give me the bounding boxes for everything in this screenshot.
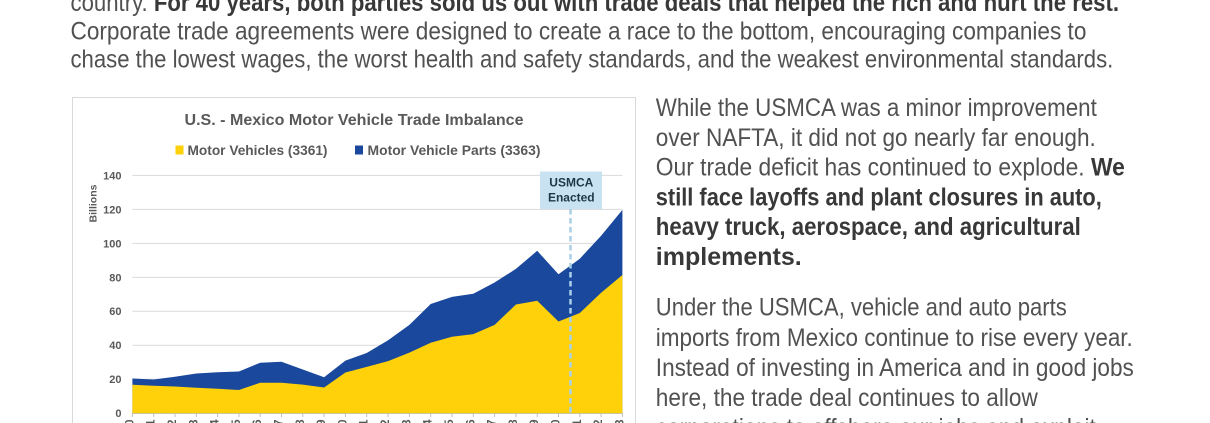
svg-text:140: 140: [103, 170, 121, 182]
svg-text:country. For 40 years, both pa: country. For 40 years, both parties sold…: [71, 0, 1120, 17]
svg-text:over NAFTA, it did not go near: over NAFTA, it did not go nearly far eno…: [656, 124, 1096, 152]
svg-text:100: 100: [103, 238, 121, 250]
svg-text:U.S. - Mexico Motor Vehicle Tr: U.S. - Mexico Motor Vehicle Trade Imbala…: [185, 112, 524, 129]
svg-text:2020: 2020: [551, 420, 563, 423]
svg-text:80: 80: [109, 272, 121, 284]
svg-text:2000: 2000: [124, 420, 136, 423]
svg-text:Billions: Billions: [89, 184, 100, 222]
svg-text:2012: 2012: [380, 420, 392, 423]
svg-text:Motor Vehicles (3361): Motor Vehicles (3361): [188, 143, 328, 158]
svg-text:corporations to offshore our j: corporations to offshore our jobs and ex…: [656, 414, 1096, 423]
svg-text:Corporate trade agreements wer: Corporate trade agreements were designed…: [71, 17, 1087, 45]
svg-text:2016: 2016: [465, 420, 477, 423]
svg-text:2001: 2001: [146, 419, 158, 423]
svg-text:2013: 2013: [401, 420, 413, 423]
svg-text:2017: 2017: [487, 420, 499, 423]
svg-text:Enacted: Enacted: [548, 190, 595, 204]
svg-text:imports from Mexico continue t: imports from Mexico continue to rise eve…: [656, 324, 1133, 352]
svg-text:2019: 2019: [529, 420, 541, 423]
svg-text:2023: 2023: [614, 420, 626, 423]
svg-text:0: 0: [115, 408, 121, 420]
svg-text:Under the USMCA, vehicle and a: Under the USMCA, vehicle and auto parts: [656, 294, 1067, 322]
svg-text:40: 40: [109, 340, 121, 352]
svg-text:chase the lowest wages, the wo: chase the lowest wages, the worst health…: [71, 46, 1114, 74]
svg-text:2011: 2011: [359, 419, 371, 423]
svg-text:60: 60: [109, 306, 121, 318]
svg-text:2007: 2007: [274, 420, 286, 423]
svg-text:2002: 2002: [167, 420, 179, 423]
svg-text:heavy truck, aerospace, and ag: heavy truck, aerospace, and agricultural: [656, 213, 1081, 241]
svg-text:USMCA: USMCA: [549, 176, 593, 190]
svg-text:2015: 2015: [444, 419, 456, 423]
svg-text:2010: 2010: [337, 420, 349, 423]
svg-text:While the USMCA was a minor im: While the USMCA was a minor improvement: [656, 94, 1097, 122]
svg-text:Our trade deficit has continue: Our trade deficit has continued to explo…: [656, 154, 1125, 182]
svg-text:2021: 2021: [572, 419, 584, 423]
svg-text:still face layoffs and plant c: still face layoffs and plant closures in…: [656, 183, 1102, 211]
svg-text:2003: 2003: [188, 420, 200, 423]
svg-text:2006: 2006: [252, 420, 264, 423]
svg-text:2018: 2018: [508, 419, 520, 423]
svg-text:20: 20: [109, 374, 121, 386]
svg-text:2022: 2022: [593, 420, 605, 423]
svg-text:implements.: implements.: [656, 243, 802, 271]
svg-text:2008: 2008: [295, 419, 307, 423]
svg-text:2009: 2009: [316, 420, 328, 423]
svg-text:2004: 2004: [210, 419, 222, 423]
svg-text:2005: 2005: [231, 419, 243, 423]
svg-text:here, the trade deal continues: here, the trade deal continues to allow: [656, 384, 1039, 412]
svg-text:Instead of investing in Americ: Instead of investing in America and in g…: [656, 354, 1134, 382]
svg-text:Motor Vehicle Parts (3363): Motor Vehicle Parts (3363): [368, 143, 541, 158]
svg-text:120: 120: [103, 204, 121, 216]
